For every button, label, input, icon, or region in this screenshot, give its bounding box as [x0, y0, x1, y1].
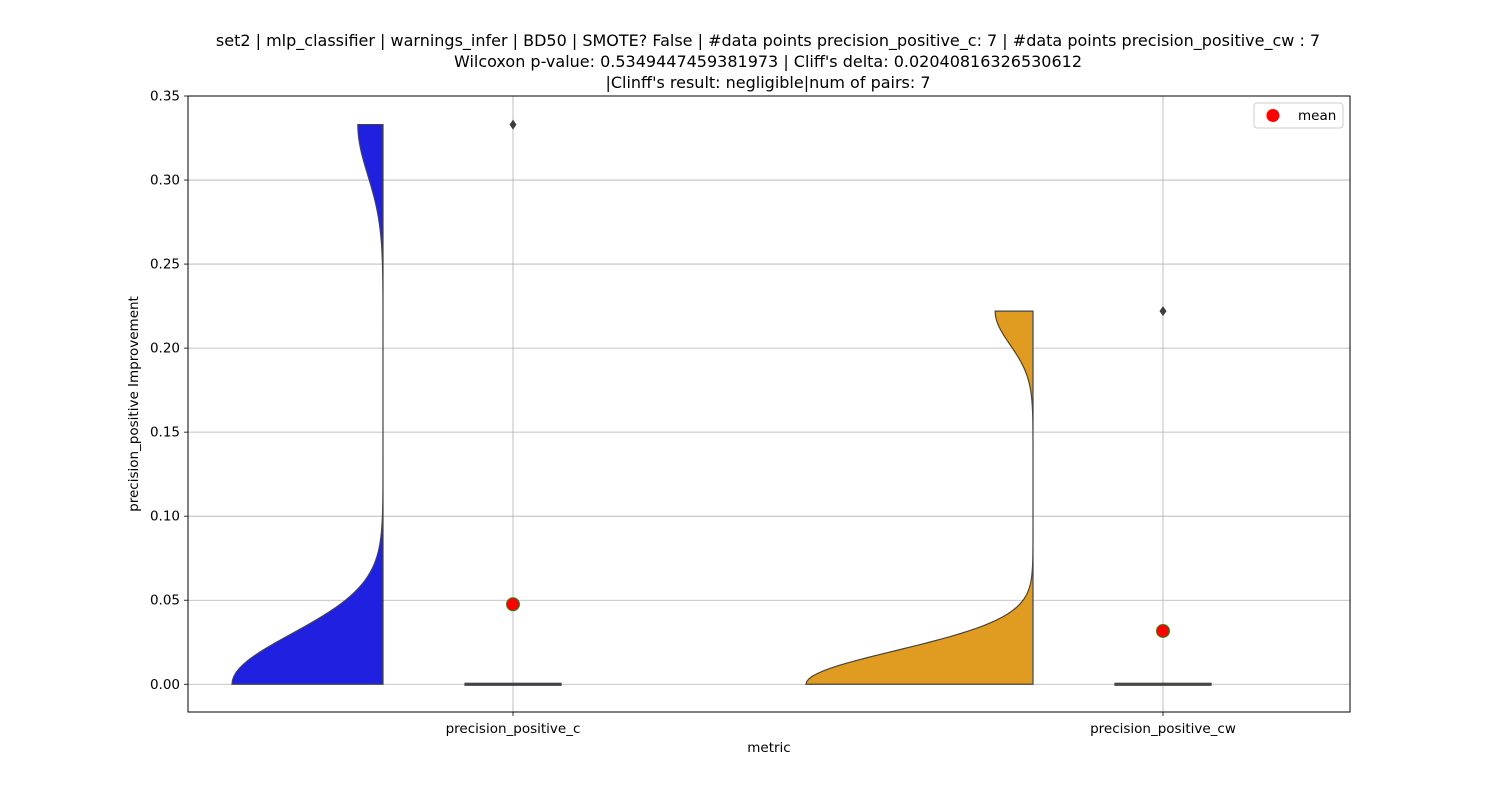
y-tick-label: 0.00 [150, 677, 180, 693]
mean-marker-precision_positive_c [506, 597, 520, 612]
box-plots [464, 119, 1212, 686]
y-axis-label: precision_positive Improvement [126, 296, 142, 512]
x-tick-label: precision_positive_c [446, 721, 581, 737]
x-tick-label: precision_positive_cw [1090, 721, 1236, 737]
violins [231, 123, 1034, 685]
title-line-3: |Clinff's result: negligible|num of pair… [605, 73, 930, 92]
plot-frame [187, 95, 1351, 713]
y-tick-label: 0.30 [150, 173, 180, 189]
violin-precision_positive_c [231, 123, 384, 685]
y-tick-label: 0.05 [150, 593, 180, 609]
title-line-2: Wilcoxon p-value: 0.5349447459381973 | C… [454, 52, 1082, 71]
x-axis-label: metric [747, 740, 790, 756]
x-axis-ticks: precision_positive_c precision_positive_c… [446, 712, 1236, 737]
outlier-marker-precision_positive_cw [1159, 306, 1167, 317]
legend: mean [1253, 102, 1344, 129]
legend-mean-marker [1266, 109, 1280, 122]
y-tick-label: 0.20 [150, 341, 180, 357]
mean-markers [506, 597, 1170, 638]
y-tick-label: 0.25 [150, 257, 180, 273]
title-line-1: set2 | mlp_classifier | warnings_infer |… [216, 31, 1320, 51]
chart-title: set2 | mlp_classifier | warnings_infer |… [216, 31, 1320, 92]
y-tick-label: 0.15 [150, 425, 180, 441]
mean-marker-precision_positive_cw [1156, 623, 1170, 638]
y-tick-label: 0.35 [150, 89, 180, 105]
legend-mean-label: mean [1298, 108, 1336, 124]
legend-box [1253, 102, 1344, 129]
outlier-marker-precision_positive_c [509, 119, 517, 130]
y-tick-label: 0.10 [150, 509, 180, 525]
violin-precision_positive_cw [805, 310, 1034, 685]
y-axis-ticks: 0.00 0.05 0.10 0.15 0.20 0.25 0.30 0.35 [150, 89, 188, 693]
